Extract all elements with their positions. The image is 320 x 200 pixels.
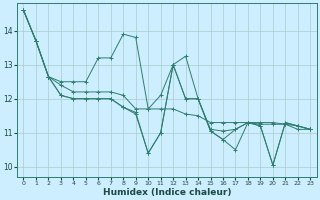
- X-axis label: Humidex (Indice chaleur): Humidex (Indice chaleur): [103, 188, 231, 197]
